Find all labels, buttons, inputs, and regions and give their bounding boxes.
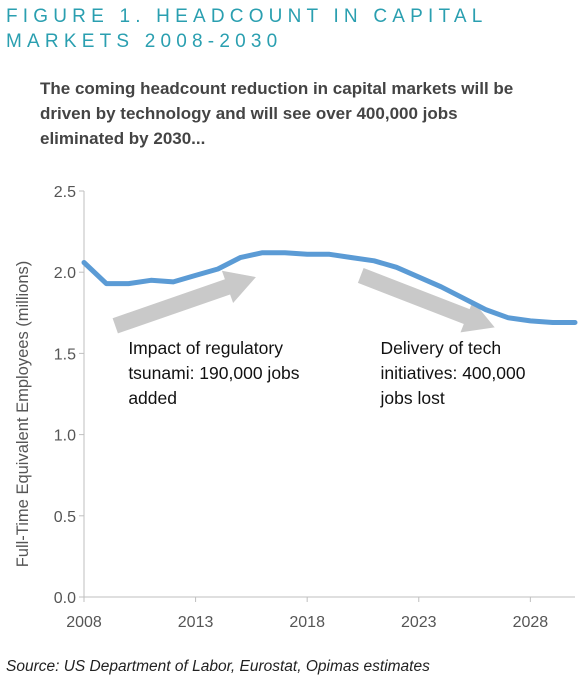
chart-axes bbox=[79, 190, 575, 602]
figure-title: FIGURE 1. HEADCOUNT IN CAPITAL MARKETS 2… bbox=[6, 4, 566, 54]
annotation-line: Impact of regulatory bbox=[128, 338, 283, 358]
annotation-arrows bbox=[112, 268, 495, 334]
annotations: Impact of regulatory tsunami: 190,000 job… bbox=[128, 338, 525, 408]
figure-title-line-1: FIGURE 1. HEADCOUNT IN CAPITAL bbox=[6, 6, 488, 27]
annotation-line: tsunami: 190,000 jobs bbox=[128, 363, 299, 383]
tech-reduction-arrow bbox=[357, 268, 495, 333]
y-tick-label: 1.5 bbox=[54, 346, 76, 363]
x-tick-label: 2013 bbox=[178, 614, 214, 631]
annotation-line: jobs lost bbox=[380, 388, 445, 408]
regulatory-growth-arrow bbox=[112, 270, 256, 334]
x-tick-label: 2028 bbox=[513, 614, 549, 631]
y-tick-label: 0.0 bbox=[54, 590, 76, 607]
y-tick-label: 2.5 bbox=[54, 184, 76, 201]
y-tick-label: 1.0 bbox=[54, 428, 76, 445]
annotation-line: added bbox=[128, 388, 177, 408]
source-note: Source: US Department of Labor, Eurostat… bbox=[6, 658, 430, 675]
y-axis-title: Full-Time Equivalent Employees (millions… bbox=[14, 261, 32, 568]
regulatory-annotation: Impact of regulatory tsunami: 190,000 job… bbox=[128, 338, 299, 408]
figure-subtitle: The coming headcount reduction in capita… bbox=[40, 79, 514, 148]
tech-annotation: Delivery of tech initiatives: 400,000 jobs… bbox=[380, 338, 526, 408]
y-tick-label: 0.5 bbox=[54, 509, 76, 526]
annotation-line: initiatives: 400,000 bbox=[381, 363, 526, 383]
x-tick-label: 2018 bbox=[289, 614, 325, 631]
y-tick-label: 2.0 bbox=[54, 265, 76, 282]
annotation-line: Delivery of tech bbox=[381, 338, 502, 358]
figure-title-line-2: MARKETS 2008-2030 bbox=[6, 31, 283, 52]
tick-labels: 0.0 0.5 1.0 1.5 2.0 2.5 2008 2013 2018 2023 2028 Fu… bbox=[14, 184, 548, 631]
x-tick-label: 2023 bbox=[401, 614, 437, 631]
line-chart: 0.0 0.5 1.0 1.5 2.0 2.5 2008 2013 2018 2023 2028 Fu… bbox=[14, 184, 578, 631]
series-layer bbox=[81, 250, 578, 325]
x-tick-label: 2008 bbox=[66, 614, 102, 631]
